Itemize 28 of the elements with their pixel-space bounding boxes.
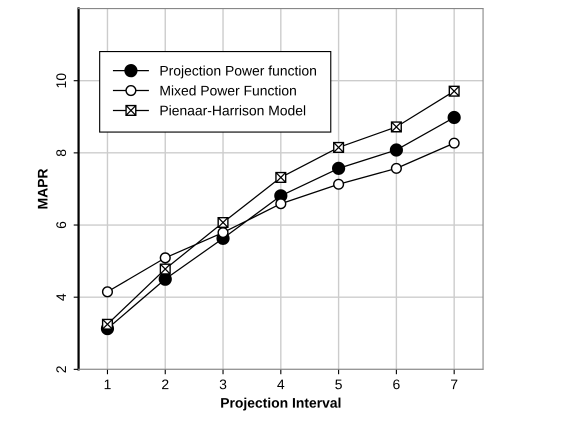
point [332, 162, 346, 175]
point [158, 272, 172, 286]
point [390, 162, 402, 174]
y-tick-label: 8 [56, 150, 66, 156]
point [390, 143, 403, 157]
x-tick-label: 2 [162, 379, 168, 390]
y-tick-label: 2 [56, 366, 66, 373]
point [217, 227, 229, 238]
point [160, 252, 171, 264]
point [448, 138, 460, 149]
point [448, 110, 461, 124]
y-tick-label: 6 [56, 222, 66, 228]
x-tick-label: 5 [335, 380, 342, 390]
legend-label: Projection Power function [160, 65, 316, 78]
y-tick-label: 4 [56, 294, 66, 301]
x-axis-title: Projection Interval [221, 398, 340, 411]
x-tick-label: 7 [451, 380, 458, 390]
point [275, 198, 286, 210]
x-tick-label: 1 [104, 380, 111, 390]
legend-label: Pienaar-Harrison Model [160, 105, 306, 116]
x-tick-label: 6 [393, 379, 400, 390]
legend-label: Mixed Power Function [160, 85, 296, 96]
y-tick-label: 10 [56, 74, 66, 88]
x-tick-label: 4 [277, 380, 284, 390]
y-axis-title: MAPR [38, 168, 48, 208]
x-tick-label: 3 [220, 379, 226, 390]
point [333, 178, 344, 190]
point [102, 286, 114, 298]
